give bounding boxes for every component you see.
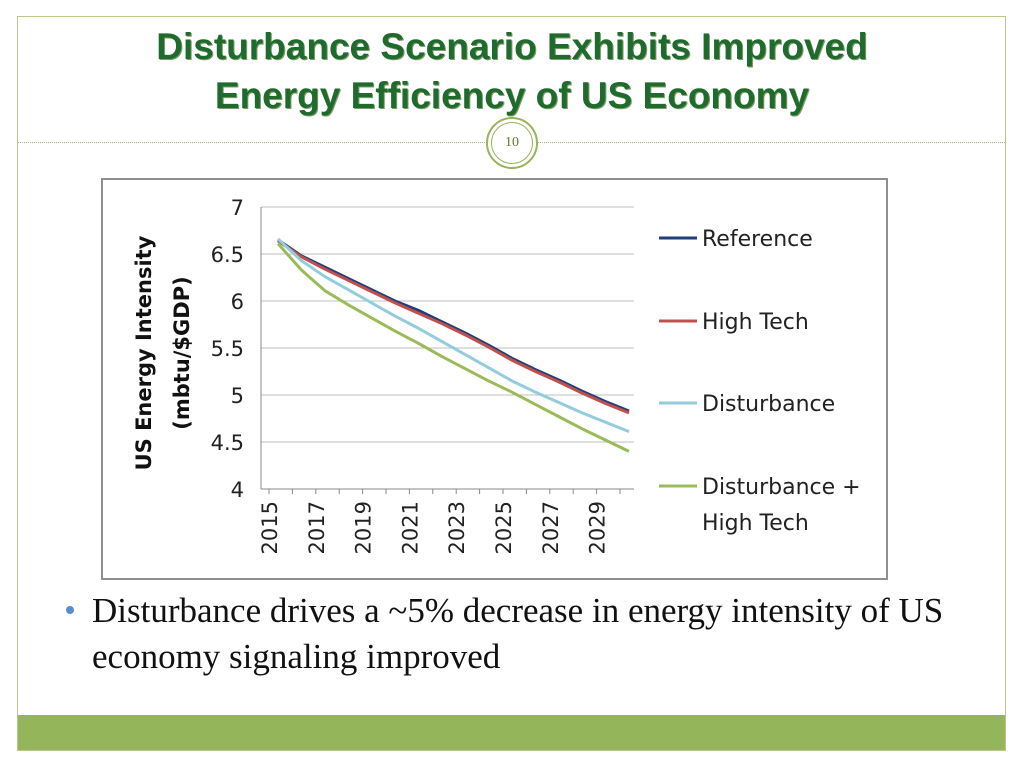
- legend-label: Reference: [702, 227, 813, 252]
- page-number: 10: [491, 122, 533, 164]
- series-line-disturbance-high-tech: [276, 242, 630, 453]
- chart-container: 4 4.5 5 5.5 6 6.5 7 2015 2017 2019 2021 2023 2025 202…: [101, 178, 888, 580]
- x-tick-label: 2021: [398, 501, 422, 554]
- y-tick-label: 7: [231, 196, 244, 220]
- x-tick-label: 2015: [258, 501, 282, 554]
- energy-intensity-chart: 4 4.5 5 5.5 6 6.5 7 2015 2017 2019 2021 2023 2025 202…: [132, 196, 861, 554]
- y-axis-label: (mbtu/$GDP): [170, 276, 194, 429]
- y-tick-label: 6.5: [211, 243, 244, 267]
- x-tick-label: 2029: [586, 501, 610, 554]
- series-line-disturbance: [276, 237, 630, 434]
- slide-title: Disturbance Scenario Exhibits Improved E…: [20, 22, 1004, 120]
- series-line-high-tech: [277, 239, 630, 415]
- x-tick-label: 2027: [539, 501, 563, 554]
- footer-bar: [18, 715, 1005, 750]
- bullet-text: Disturbance drives a ~5% decrease in ene…: [92, 591, 944, 676]
- y-tick-label: 4.5: [211, 431, 244, 455]
- y-tick-label: 5.5: [211, 337, 244, 361]
- bullet-icon: [66, 606, 74, 614]
- series-line-reference: [277, 238, 630, 413]
- y-tick-label: 6: [231, 290, 244, 314]
- legend-label: High Tech: [702, 511, 809, 536]
- slide-title-line-1: Disturbance Scenario Exhibits Improved: [156, 26, 868, 67]
- y-tick-label: 5: [231, 384, 244, 408]
- slide-title-line-2: Energy Efficiency of US Economy: [214, 75, 810, 116]
- legend-label: High Tech: [702, 310, 809, 335]
- x-tick-label: 2025: [492, 501, 516, 554]
- legend-label: Disturbance +: [702, 475, 861, 500]
- slide-frame: [17, 16, 1006, 751]
- y-axis-label: US Energy Intensity: [132, 235, 156, 470]
- legend-label: Disturbance: [702, 392, 835, 417]
- x-tick-label: 2017: [305, 501, 329, 554]
- y-tick-label: 4: [231, 478, 244, 502]
- x-tick-label: 2019: [352, 501, 376, 554]
- x-tick-label: 2023: [445, 501, 469, 554]
- page-number-badge: 10: [486, 117, 538, 169]
